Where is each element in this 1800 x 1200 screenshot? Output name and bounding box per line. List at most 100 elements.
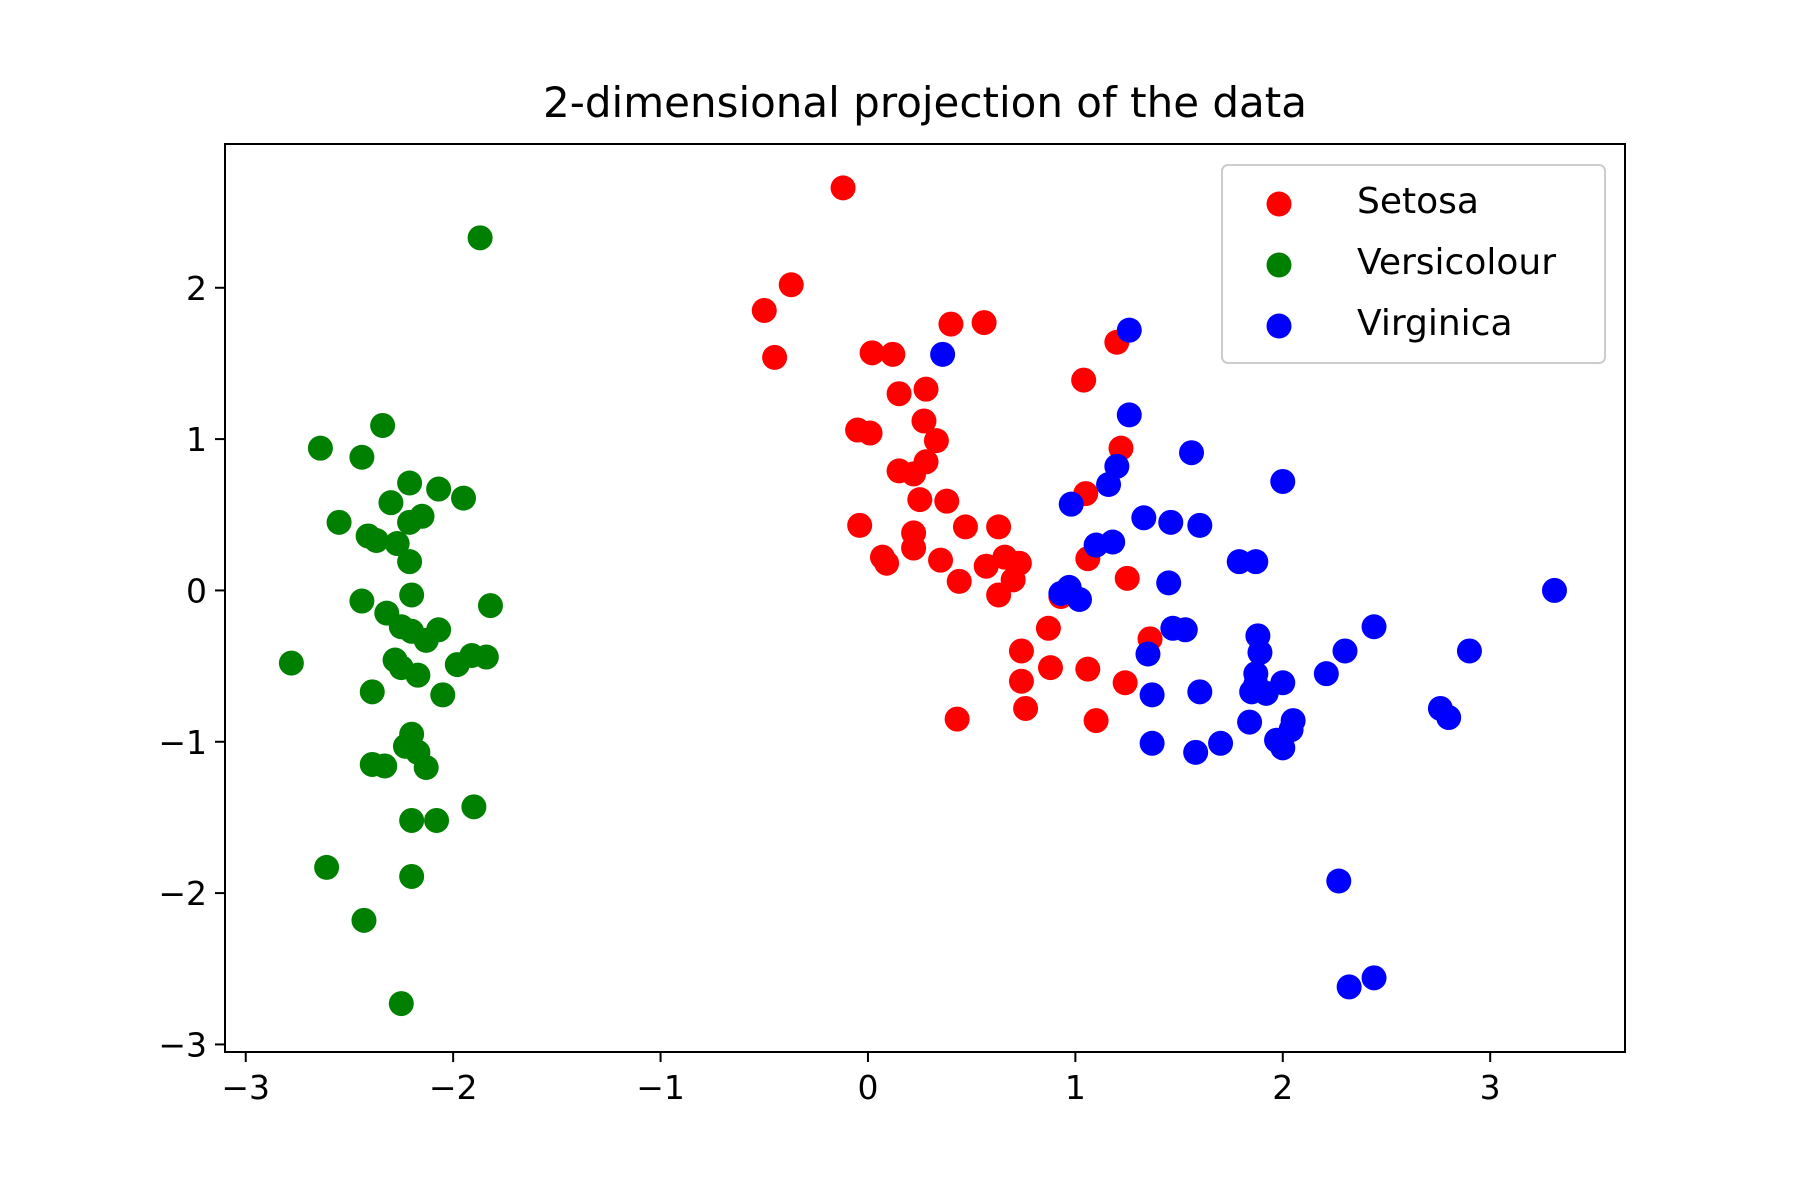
data-point <box>1035 615 1061 641</box>
data-point <box>1135 641 1161 667</box>
data-point <box>1270 670 1296 696</box>
data-point <box>1326 868 1352 894</box>
data-point <box>952 514 978 540</box>
data-point <box>1156 570 1182 596</box>
x-tick-label: 2 <box>1272 1068 1293 1107</box>
data-point <box>399 863 425 889</box>
data-point <box>1037 655 1063 681</box>
data-point <box>426 476 452 502</box>
data-point <box>363 527 389 553</box>
data-point <box>986 582 1012 608</box>
data-point <box>1114 565 1140 591</box>
data-point <box>1172 617 1198 643</box>
x-tick-label: 3 <box>1480 1068 1501 1107</box>
data-point <box>923 428 949 454</box>
data-point <box>1096 472 1122 497</box>
data-point <box>847 512 873 538</box>
chart-title: 2-dimensional projection of the data <box>543 78 1307 127</box>
data-point <box>359 679 385 705</box>
data-point <box>397 549 423 575</box>
data-point <box>372 753 398 779</box>
data-point <box>314 854 340 880</box>
legend-label: Setosa <box>1357 181 1479 222</box>
data-point <box>1187 679 1213 705</box>
data-point <box>384 531 410 557</box>
data-point <box>388 991 414 1017</box>
data-point <box>1008 638 1034 664</box>
data-point <box>907 487 933 513</box>
data-point <box>934 488 960 514</box>
series-virginica <box>930 317 1567 1000</box>
data-point <box>1361 965 1387 991</box>
data-point <box>1116 402 1142 428</box>
data-point <box>986 514 1012 540</box>
data-point <box>971 310 997 336</box>
data-point <box>430 682 456 708</box>
data-point <box>859 340 885 366</box>
data-point <box>1436 705 1462 731</box>
data-point <box>1071 367 1097 393</box>
data-point <box>413 627 439 653</box>
data-point <box>1075 656 1101 682</box>
legend-marker <box>1266 313 1292 339</box>
data-point <box>477 593 503 619</box>
data-point <box>349 588 375 614</box>
y-tick-label: 1 <box>186 420 207 459</box>
data-point <box>1361 614 1387 640</box>
data-point <box>405 662 431 688</box>
legend-label: Versicolour <box>1357 242 1556 283</box>
data-point <box>930 341 956 367</box>
x-tick-label: −2 <box>429 1068 478 1107</box>
y-tick-label: −3 <box>158 1025 207 1064</box>
plot-frame <box>224 143 1626 1053</box>
y-tick-label: −2 <box>158 874 207 913</box>
data-point <box>901 535 927 561</box>
data-point <box>1116 317 1142 343</box>
data-point <box>1270 735 1296 761</box>
data-point <box>1336 974 1362 1000</box>
data-point <box>1270 468 1296 494</box>
series-setosa <box>751 175 1163 734</box>
y-tick-label: 2 <box>186 269 207 308</box>
data-point <box>399 807 425 833</box>
data-point <box>830 175 856 201</box>
data-point <box>1083 708 1109 734</box>
data-point <box>326 509 352 535</box>
data-point <box>1187 512 1213 538</box>
data-point <box>762 344 788 370</box>
data-point <box>278 650 304 676</box>
data-point <box>886 381 912 407</box>
data-point <box>413 754 439 780</box>
legend-frame <box>1221 164 1606 364</box>
data-point <box>1208 730 1234 756</box>
data-point <box>1237 709 1263 735</box>
data-point <box>1112 670 1138 696</box>
data-point <box>1139 730 1165 756</box>
data-point <box>399 582 425 608</box>
data-point <box>946 568 972 594</box>
data-point <box>944 706 970 732</box>
data-point <box>397 509 423 535</box>
data-point <box>378 490 404 516</box>
data-point <box>1179 440 1205 466</box>
data-point <box>880 341 906 367</box>
data-point <box>451 485 477 511</box>
data-point <box>1243 549 1269 575</box>
data-point <box>1013 695 1039 721</box>
data-point <box>1541 577 1567 603</box>
data-point <box>424 807 450 833</box>
data-point <box>1158 509 1184 535</box>
legend-marker <box>1266 191 1292 217</box>
data-point <box>1313 661 1339 687</box>
data-point <box>1058 491 1084 517</box>
y-tick-label: 0 <box>186 571 207 610</box>
y-axis: −3 −2 −1 0 1 2 <box>158 269 225 1064</box>
data-point <box>938 311 964 337</box>
series-versicolour <box>278 225 503 1017</box>
data-point <box>351 907 377 933</box>
data-point <box>1183 739 1209 765</box>
data-point <box>913 376 939 402</box>
x-tick-label: −3 <box>221 1068 270 1107</box>
x-axis: −3 −2 −1 0 1 2 3 <box>221 1052 1501 1107</box>
